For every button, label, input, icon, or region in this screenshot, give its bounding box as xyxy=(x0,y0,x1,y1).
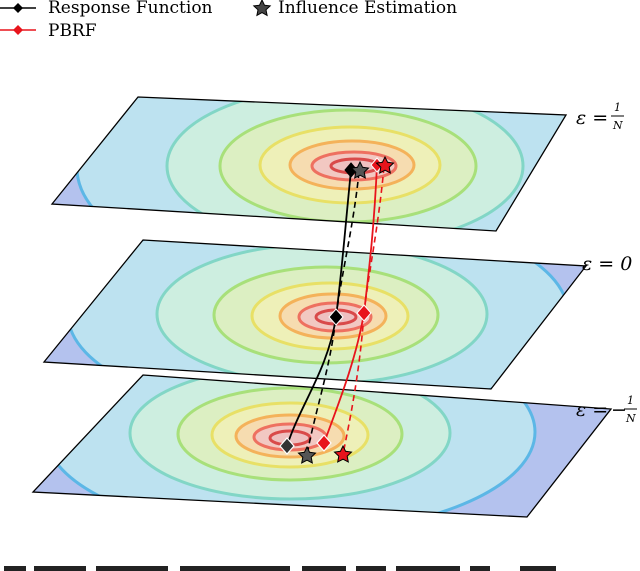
diamond-icon xyxy=(316,434,332,452)
legend-response-function-label: Response Function xyxy=(48,0,213,18)
svg-text:1: 1 xyxy=(614,101,621,114)
diamond-icon xyxy=(13,3,23,13)
svg-text:−: − xyxy=(611,399,627,421)
legend-influence-estimation: Influence Estimation xyxy=(252,0,457,18)
legend-influence-estimation-label: Influence Estimation xyxy=(278,0,457,18)
svg-text:1: 1 xyxy=(627,394,634,407)
star-icon xyxy=(333,444,353,463)
legend: Response Function Influence Estimation P… xyxy=(0,0,457,41)
caption-remnant xyxy=(4,566,556,571)
star-icon xyxy=(297,445,317,464)
epsilon-label-bottom: ε = − 1 N xyxy=(576,394,637,425)
legend-response-function: Response Function xyxy=(0,0,213,18)
svg-text:ε =: ε = xyxy=(576,107,608,129)
markers xyxy=(279,155,395,464)
diamond-icon xyxy=(328,308,344,326)
svg-text:N: N xyxy=(612,119,623,132)
pbrf-influence-path xyxy=(342,166,385,455)
star-icon xyxy=(252,0,272,17)
epsilon-label-top: ε = 1 N xyxy=(576,101,624,132)
diamond-icon xyxy=(13,25,23,35)
svg-text:ε = 0: ε = 0 xyxy=(582,253,632,275)
diamond-icon xyxy=(279,437,295,455)
legend-pbrf: PBRF xyxy=(0,21,97,41)
epsilon-label-middle: ε = 0 xyxy=(582,253,632,275)
legend-pbrf-label: PBRF xyxy=(48,21,97,41)
svg-text:N: N xyxy=(625,412,636,425)
star-icon xyxy=(375,155,395,174)
star-icon xyxy=(350,160,370,179)
diamond-icon xyxy=(356,304,372,322)
svg-text:ε =: ε = xyxy=(576,399,608,421)
